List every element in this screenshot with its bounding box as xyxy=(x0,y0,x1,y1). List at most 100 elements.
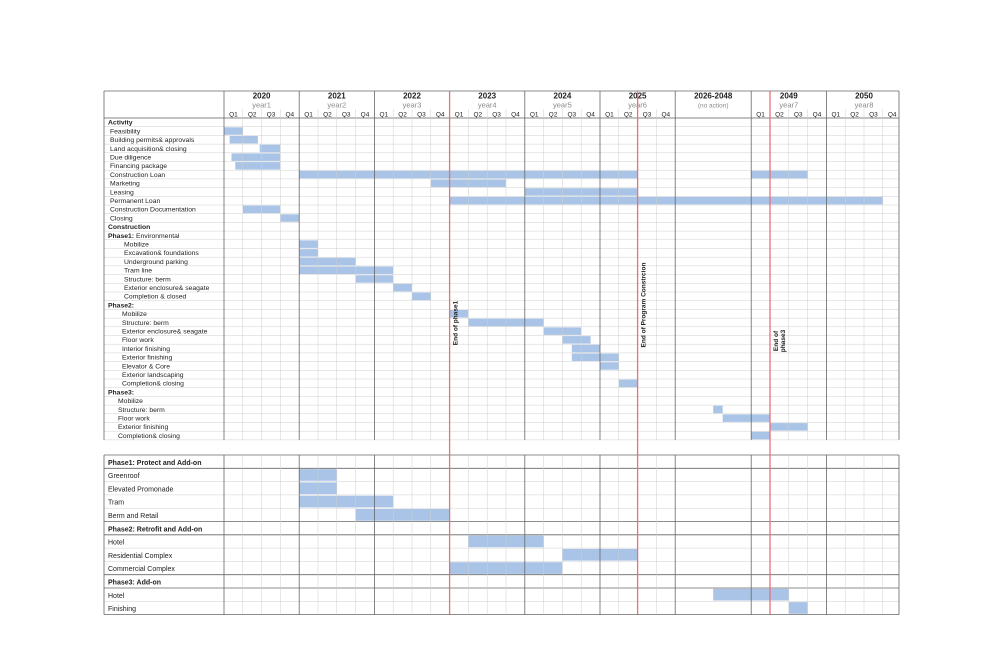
addon-label: Finishing xyxy=(108,606,136,613)
gantt-bar xyxy=(571,344,600,353)
quarter-label: Q2 xyxy=(850,112,859,119)
addon-label: Hotel xyxy=(108,540,125,547)
addon-label: Tram xyxy=(108,500,124,507)
year-sublabel: year1 xyxy=(252,101,271,110)
activity-label: Construction Documentation xyxy=(110,207,196,214)
quarter-label: Q2 xyxy=(323,112,332,119)
activity-label: Structure: berm xyxy=(122,320,169,327)
gantt-bar xyxy=(751,170,808,179)
gantt-bar xyxy=(259,144,281,153)
quarter-label: Q4 xyxy=(285,112,294,119)
activity-label: Closing xyxy=(110,215,133,222)
activity-label: Interior finishing xyxy=(122,346,170,353)
year-sublabel: year5 xyxy=(553,101,572,110)
gantt-bar xyxy=(449,310,469,318)
quarter-label: Q2 xyxy=(624,112,633,119)
quarter-label: Q4 xyxy=(511,112,520,119)
activity-label: Phase2: xyxy=(108,302,134,309)
quarter-label: Q3 xyxy=(869,112,878,119)
activity-label: Exterior finishing xyxy=(122,355,172,362)
gantt-bar xyxy=(713,405,723,414)
gantt-bar xyxy=(562,336,591,344)
quarter-label: Q3 xyxy=(794,112,803,119)
quarter-label: Q3 xyxy=(567,112,576,119)
gantt-bar xyxy=(618,379,638,388)
gantt-bar xyxy=(788,602,808,614)
quarter-label: Q3 xyxy=(643,112,652,119)
quarter-label: Q1 xyxy=(229,112,238,119)
activity-label: Underground parking xyxy=(124,259,188,266)
year-label: 2023 xyxy=(478,92,496,101)
gantt-bar xyxy=(412,292,431,301)
activity-label: Permanent Loan xyxy=(110,198,160,205)
addon-label: Greenroof xyxy=(108,473,140,480)
activity-label: Floor work xyxy=(122,337,154,344)
activity-label: Structure: berm xyxy=(124,276,171,283)
quarter-label: Q3 xyxy=(417,112,426,119)
activity-label: Activity xyxy=(108,120,133,127)
activity-label: Building permits& approvals xyxy=(110,137,195,144)
year-sublabel: year4 xyxy=(478,101,497,110)
activity-label: Land acquisition& closing xyxy=(110,146,187,153)
year-label: 2049 xyxy=(780,92,798,101)
quarter-label: Q2 xyxy=(473,112,482,119)
quarter-label: Q3 xyxy=(492,112,501,119)
gantt-bar xyxy=(299,266,394,274)
quarter-label: Q2 xyxy=(398,112,407,119)
activity-label: Due diligence xyxy=(110,155,151,162)
gantt-bar xyxy=(299,240,318,248)
activity-label: Tram line xyxy=(124,268,152,275)
activity-label: Completion& closing xyxy=(122,381,184,388)
activity-label: Mobilize xyxy=(118,398,143,405)
year-sublabel: year8 xyxy=(855,101,874,110)
addon-label: Residential Complex xyxy=(108,553,173,560)
activity-label: Exterior finishing xyxy=(118,424,168,431)
year-label: 2024 xyxy=(554,92,572,101)
gantt-bar xyxy=(229,136,258,144)
activity-label: Phase3: xyxy=(108,389,134,396)
gantt-bar xyxy=(235,162,281,170)
year-sublabel: year3 xyxy=(403,101,422,110)
activity-label: Exterior enclosure& seagate xyxy=(124,285,210,292)
activity-label: Feasibility xyxy=(110,128,141,135)
activity-label: Leasing xyxy=(110,189,134,196)
quarter-label: Q1 xyxy=(455,112,464,119)
quarter-label: Q4 xyxy=(661,112,670,119)
activity-label: Exterior landscaping xyxy=(122,372,184,379)
milestone-label: End of Program Constrcion xyxy=(641,263,648,348)
year-sublabel: year7 xyxy=(779,101,798,110)
addon-label: Elevated Promonade xyxy=(108,486,173,493)
gantt-bar xyxy=(299,249,318,257)
quarter-label: Q4 xyxy=(361,112,370,119)
quarter-label: Q4 xyxy=(813,112,822,119)
year-label: 2021 xyxy=(328,92,346,101)
quarter-label: Q1 xyxy=(304,112,313,119)
addon-label: Berm and Retail xyxy=(108,513,159,520)
milestone-label: End of phase1 xyxy=(453,300,460,345)
quarter-label: Q3 xyxy=(342,112,351,119)
activity-label: Phase1: Environmental xyxy=(108,233,180,240)
year-label: 2050 xyxy=(855,92,873,101)
year-label: 2026-2048 xyxy=(694,92,733,101)
quarter-label: Q1 xyxy=(379,112,388,119)
milestone-label: End of xyxy=(773,330,780,351)
activity-label: Completion & closed xyxy=(124,294,187,301)
activity-label: Mobilize xyxy=(124,242,149,249)
gantt-bar xyxy=(299,495,394,508)
activity-label: Mobilize xyxy=(122,311,147,318)
quarter-label: Q2 xyxy=(549,112,558,119)
year-sublabel: year2 xyxy=(327,101,346,110)
quarter-label: Q2 xyxy=(248,112,257,119)
quarter-label: Q1 xyxy=(530,112,539,119)
addon-label: Phase2: Retrofit and Add-on xyxy=(108,526,202,533)
gantt-bar xyxy=(355,509,450,521)
activity-label: Marketing xyxy=(110,181,140,188)
quarter-label: Q4 xyxy=(436,112,445,119)
activity-label: Completion& closing xyxy=(118,433,180,440)
addon-label: Hotel xyxy=(108,593,125,600)
milestone-label: phase3 xyxy=(780,329,787,352)
quarter-label: Q1 xyxy=(756,112,765,119)
gantt-bar xyxy=(280,214,300,222)
quarter-label: Q1 xyxy=(605,112,614,119)
